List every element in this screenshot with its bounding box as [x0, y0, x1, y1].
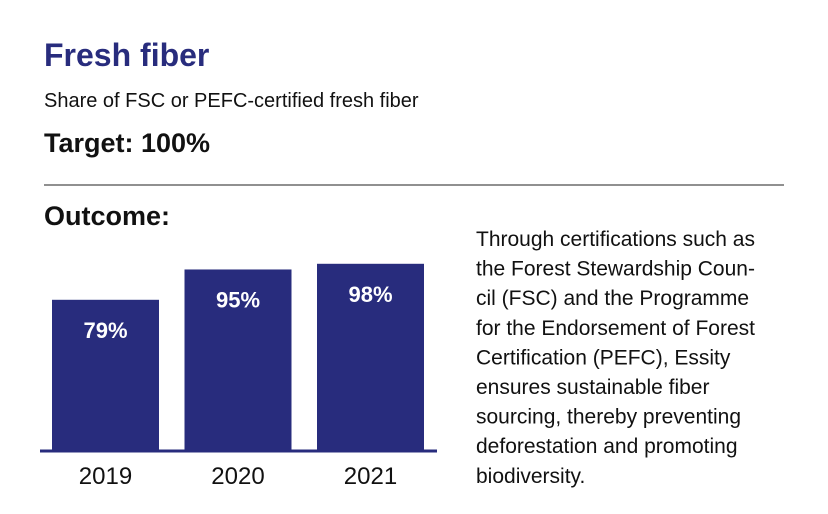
value-label: 79%	[83, 318, 127, 343]
bar	[317, 263, 424, 450]
description-line: ensures sustainable fiber	[476, 376, 709, 399]
description: Through certifications such as the Forest…	[476, 228, 755, 488]
description-line: sourcing, thereby preventing	[476, 406, 741, 429]
x-tick-label: 2020	[211, 463, 264, 490]
outcome-label: Outcome:	[44, 201, 170, 231]
bar	[52, 299, 159, 450]
chart-subtitle: Share of FSC or PEFC-certified fresh fib…	[44, 90, 419, 112]
target-label: Target: 100%	[44, 128, 210, 158]
description-line: Through certifications such as	[476, 228, 755, 251]
description-line: cil (FSC) and the Programme	[476, 287, 749, 310]
value-label: 95%	[216, 287, 260, 312]
value-label: 98%	[348, 282, 392, 307]
bar	[184, 269, 292, 450]
description-line: deforestation and promoting	[476, 435, 738, 458]
description-line: biodiversity.	[476, 465, 585, 488]
chart-title: Fresh fiber	[44, 37, 209, 73]
x-tick-label: 2021	[344, 463, 397, 490]
description-line: Certification (PEFC), Essity	[476, 346, 731, 369]
description-line: for the Endorsement of Forest	[476, 317, 755, 340]
x-tick-label: 2019	[79, 463, 132, 490]
description-line: the Forest Stewardship Coun-	[476, 258, 755, 281]
